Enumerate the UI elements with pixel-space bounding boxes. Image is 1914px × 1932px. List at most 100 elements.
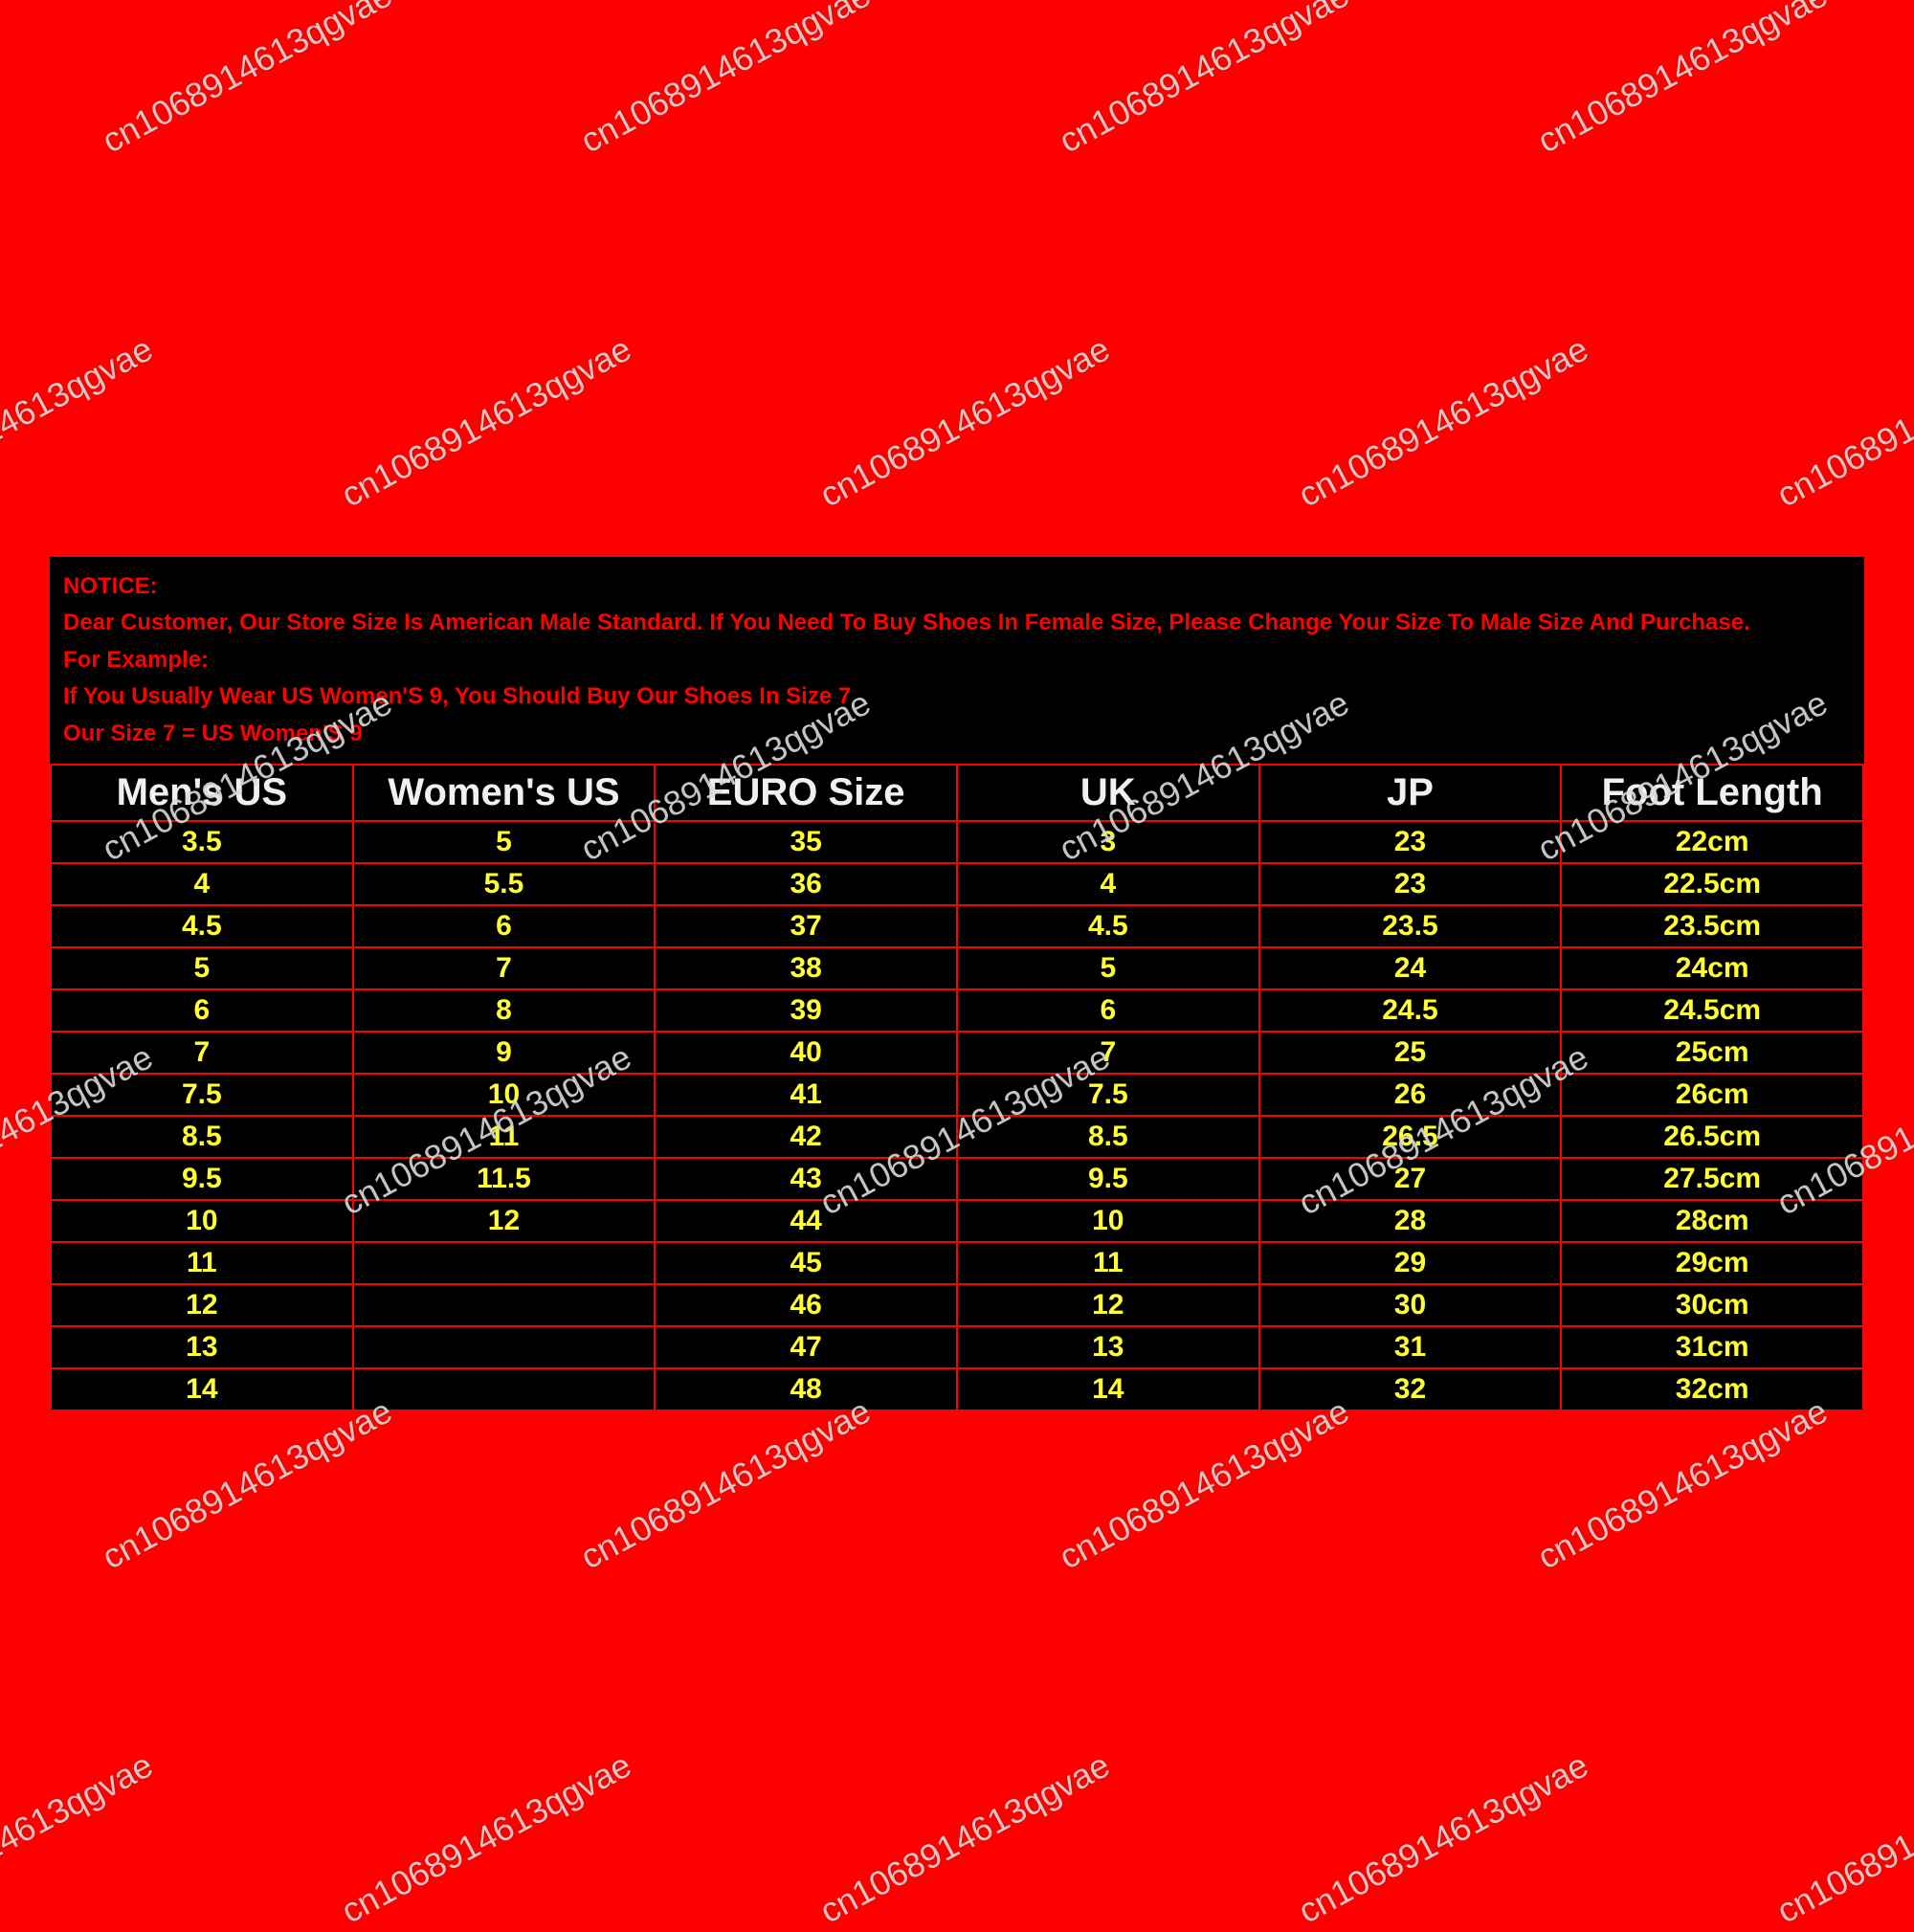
table-cell: 11 (51, 1242, 353, 1284)
table-cell: 9 (353, 1032, 656, 1074)
watermark-text: cn1068914613qgvae (1053, 1391, 1356, 1578)
table-cell (353, 1284, 656, 1326)
table-cell: 24cm (1561, 947, 1863, 989)
table-cell: 36 (655, 863, 957, 905)
table-cell: 25 (1259, 1032, 1562, 1074)
table-cell (353, 1326, 656, 1368)
notice-line3: If You Usually Wear US Women'S 9, You Sh… (63, 678, 1851, 715)
table-cell: 23.5cm (1561, 905, 1863, 947)
table-body: 3.553532322cm45.53642322.5cm4.56374.523.… (51, 821, 1863, 1410)
watermark-text: cn1068914613qgvae (1292, 1745, 1595, 1932)
table-cell: 43 (655, 1158, 957, 1200)
watermark-text: cn1068914613qgvae (813, 1745, 1117, 1932)
table-cell: 40 (655, 1032, 957, 1074)
table-row: 45.53642322.5cm (51, 863, 1863, 905)
table-cell: 7 (353, 947, 656, 989)
table-cell: 32 (1259, 1368, 1562, 1410)
watermark-text: cn1068914613qgvae (813, 329, 1117, 516)
table-cell: 4 (51, 863, 353, 905)
table-cell: 35 (655, 821, 957, 863)
table-cell: 5.5 (353, 863, 656, 905)
table-row: 1448143232cm (51, 1368, 1863, 1410)
table-row: 794072525cm (51, 1032, 1863, 1074)
table-cell: 28 (1259, 1200, 1562, 1242)
table-cell: 5 (353, 821, 656, 863)
table-cell: 26.5cm (1561, 1116, 1863, 1158)
table-row: 4.56374.523.523.5cm (51, 905, 1863, 947)
table-cell: 24 (1259, 947, 1562, 989)
table-cell: 41 (655, 1074, 957, 1116)
table-cell: 26cm (1561, 1074, 1863, 1116)
table-cell: 24.5cm (1561, 989, 1863, 1032)
table-cell: 24.5 (1259, 989, 1562, 1032)
column-header: JP (1259, 765, 1562, 821)
table-cell: 10 (51, 1200, 353, 1242)
column-header: Men's US (51, 765, 353, 821)
table-cell: 48 (655, 1368, 957, 1410)
table-cell: 28cm (1561, 1200, 1863, 1242)
table-cell: 38 (655, 947, 957, 989)
table-cell: 11.5 (353, 1158, 656, 1200)
table-header-row: Men's USWomen's USEURO SizeUKJPFoot Leng… (51, 765, 1863, 821)
watermark-text: cn1068914613qgvae (574, 1391, 878, 1578)
table-cell: 9.5 (957, 1158, 1259, 1200)
size-table: Men's USWomen's USEURO SizeUKJPFoot Leng… (50, 764, 1864, 1411)
table-cell: 39 (655, 989, 957, 1032)
table-cell: 26.5 (1259, 1116, 1562, 1158)
table-row: 3.553532322cm (51, 821, 1863, 863)
table-cell: 27 (1259, 1158, 1562, 1200)
table-cell: 12 (353, 1200, 656, 1242)
table-cell: 14 (957, 1368, 1259, 1410)
watermark-text: cn1068914613qgvae (1531, 0, 1835, 161)
table-cell: 11 (353, 1116, 656, 1158)
column-header: Foot Length (1561, 765, 1863, 821)
table-cell: 37 (655, 905, 957, 947)
table-cell: 7 (957, 1032, 1259, 1074)
table-row: 1246123030cm (51, 1284, 1863, 1326)
table-row: 101244102828cm (51, 1200, 1863, 1242)
watermark-text: cn1068914613qgvae (1531, 1391, 1835, 1578)
table-row: 573852424cm (51, 947, 1863, 989)
table-cell: 8.5 (957, 1116, 1259, 1158)
notice-line1: Dear Customer, Our Store Size Is America… (63, 605, 1851, 641)
table-cell: 22.5cm (1561, 863, 1863, 905)
table-cell: 30 (1259, 1284, 1562, 1326)
column-header: Women's US (353, 765, 656, 821)
table-cell: 12 (51, 1284, 353, 1326)
table-cell: 22cm (1561, 821, 1863, 863)
table-cell: 45 (655, 1242, 957, 1284)
table-cell: 44 (655, 1200, 957, 1242)
table-cell: 30cm (1561, 1284, 1863, 1326)
table-row: 1145112929cm (51, 1242, 1863, 1284)
table-cell: 10 (353, 1074, 656, 1116)
column-header: EURO Size (655, 765, 957, 821)
table-cell: 12 (957, 1284, 1259, 1326)
table-row: 7.510417.52626cm (51, 1074, 1863, 1116)
table-cell: 9.5 (51, 1158, 353, 1200)
watermark-text: cn1068914613qgvae (574, 0, 878, 161)
table-cell: 11 (957, 1242, 1259, 1284)
table-cell: 4 (957, 863, 1259, 905)
table-cell: 7.5 (51, 1074, 353, 1116)
table-cell: 5 (51, 947, 353, 989)
watermark-text: cn1068914613qgvae (335, 1745, 638, 1932)
table-cell: 23 (1259, 821, 1562, 863)
table-row: 6839624.524.5cm (51, 989, 1863, 1032)
table-cell: 13 (51, 1326, 353, 1368)
table-cell: 4.5 (51, 905, 353, 947)
table-cell: 10 (957, 1200, 1259, 1242)
table-cell: 23.5 (1259, 905, 1562, 947)
table-cell: 6 (957, 989, 1259, 1032)
table-cell: 8.5 (51, 1116, 353, 1158)
table-cell: 46 (655, 1284, 957, 1326)
watermark-text: cn1068914613qgvae (335, 329, 638, 516)
watermark-text: cn1068914613qgvae (1292, 329, 1595, 516)
watermark-text: cn1068914613qgvae (1053, 0, 1356, 161)
notice-line2: For Example: (63, 642, 1851, 678)
table-cell: 25cm (1561, 1032, 1863, 1074)
column-header: UK (957, 765, 1259, 821)
table-cell: 23 (1259, 863, 1562, 905)
table-cell: 6 (353, 905, 656, 947)
size-chart-container: NOTICE: Dear Customer, Our Store Size Is… (48, 555, 1866, 1413)
watermark-text: cn1068914613qgvae (1770, 1745, 1914, 1932)
